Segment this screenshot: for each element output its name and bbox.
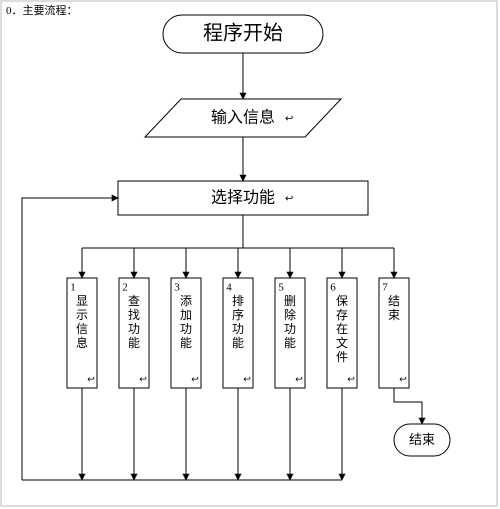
svg-text:↩: ↩: [399, 374, 407, 384]
svg-text:显示信息: 显示信息: [76, 294, 88, 350]
section-header: 0．主要流程：: [6, 3, 78, 17]
svg-text:4: 4: [226, 282, 232, 294]
svg-text:结束: 结束: [409, 432, 435, 447]
svg-text:↩: ↩: [191, 374, 199, 384]
svg-text:↩: ↩: [139, 374, 147, 384]
svg-text:↩: ↩: [243, 374, 251, 384]
svg-text:删除功能: 删除功能: [284, 294, 296, 350]
svg-text:保存在文件: 保存在文件: [336, 294, 348, 364]
svg-text:↩: ↩: [285, 193, 293, 204]
svg-text:添加功能: 添加功能: [180, 294, 192, 350]
svg-text:程序开始: 程序开始: [203, 22, 283, 45]
svg-text:↩: ↩: [87, 374, 95, 384]
svg-text:↩: ↩: [347, 374, 355, 384]
svg-text:1: 1: [70, 282, 76, 294]
svg-text:输入信息: 输入信息: [211, 109, 275, 127]
svg-text:排序功能: 排序功能: [232, 294, 244, 350]
svg-text:选择功能: 选择功能: [211, 189, 275, 207]
svg-text:2: 2: [122, 282, 128, 294]
svg-text:7: 7: [382, 282, 388, 294]
svg-text:6: 6: [330, 282, 336, 294]
svg-text:查找功能: 查找功能: [128, 294, 140, 350]
svg-text:3: 3: [174, 282, 180, 294]
svg-text:↩: ↩: [285, 113, 293, 124]
svg-text:5: 5: [278, 282, 284, 294]
svg-text:结束: 结束: [388, 294, 400, 322]
svg-text:↩: ↩: [295, 374, 303, 384]
flowchart-canvas: 0．主要流程： 程序开始输入信息 ↩ 选择功能 ↩ 1显示信息 ↩ 2查找功能 ↩ 3添加功能 ↩…: [0, 0, 500, 509]
